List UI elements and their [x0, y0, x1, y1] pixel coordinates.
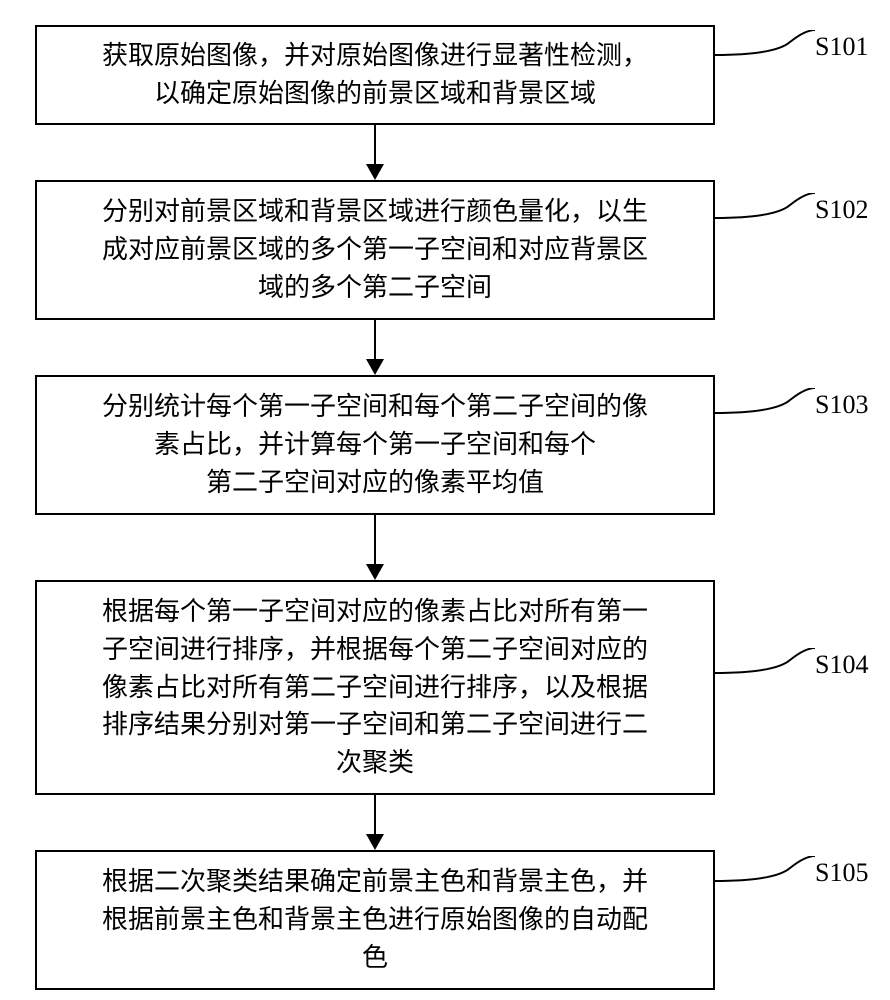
flow-node-s104: 根据每个第一子空间对应的像素占比对所有第一 子空间进行排序，并根据每个第二子空间…	[35, 580, 715, 795]
flow-node-s105-text: 根据二次聚类结果确定前景主色和背景主色，并 根据前景主色和背景主色进行原始图像的…	[92, 857, 658, 982]
step-label-s104: S104	[815, 650, 868, 680]
arrow-s102-s103-head	[366, 359, 384, 375]
arrow-s101-s102-head	[366, 164, 384, 180]
connector-s105	[715, 856, 815, 896]
connector-s104	[715, 648, 815, 688]
step-label-s103: S103	[815, 390, 868, 420]
flow-node-s102: 分别对前景区域和背景区域进行颜色量化，以生 成对应前景区域的多个第一子空间和对应…	[35, 180, 715, 320]
flowchart-canvas: 获取原始图像，并对原始图像进行显著性检测， 以确定原始图像的前景区域和背景区域 …	[0, 0, 890, 1000]
connector-s101	[715, 30, 815, 70]
flow-node-s104-text: 根据每个第一子空间对应的像素占比对所有第一 子空间进行排序，并根据每个第二子空间…	[92, 587, 658, 787]
arrow-s104-s105-line	[374, 795, 376, 835]
step-label-s101: S101	[815, 32, 868, 62]
step-label-s102: S102	[815, 195, 868, 225]
connector-s103	[715, 388, 815, 428]
flow-node-s105: 根据二次聚类结果确定前景主色和背景主色，并 根据前景主色和背景主色进行原始图像的…	[35, 850, 715, 990]
arrow-s103-s104-head	[366, 564, 384, 580]
arrow-s103-s104-line	[374, 515, 376, 565]
flow-node-s101: 获取原始图像，并对原始图像进行显著性检测， 以确定原始图像的前景区域和背景区域	[35, 25, 715, 125]
arrow-s101-s102-line	[374, 125, 376, 165]
flow-node-s102-text: 分别对前景区域和背景区域进行颜色量化，以生 成对应前景区域的多个第一子空间和对应…	[92, 187, 658, 312]
connector-s102	[715, 193, 815, 233]
arrow-s102-s103-line	[374, 320, 376, 360]
flow-node-s101-text: 获取原始图像，并对原始图像进行显著性检测， 以确定原始图像的前景区域和背景区域	[92, 31, 658, 118]
flow-node-s103-text: 分别统计每个第一子空间和每个第二子空间的像 素占比，并计算每个第一子空间和每个 …	[92, 382, 658, 507]
step-label-s105: S105	[815, 858, 868, 888]
flow-node-s103: 分别统计每个第一子空间和每个第二子空间的像 素占比，并计算每个第一子空间和每个 …	[35, 375, 715, 515]
arrow-s104-s105-head	[366, 834, 384, 850]
